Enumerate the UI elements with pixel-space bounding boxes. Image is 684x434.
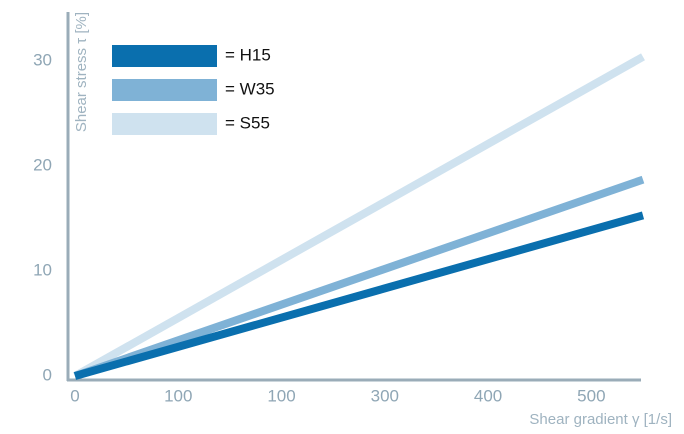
y-tick-label: 20 <box>33 155 52 174</box>
x-tick-label: 100 <box>164 386 192 405</box>
y-axis-label: Shear stress τ [%] <box>73 12 90 132</box>
series-line <box>73 53 645 380</box>
series-line <box>73 175 645 380</box>
legend-swatch <box>112 79 217 101</box>
x-tick-label: 400 <box>474 386 502 405</box>
legend-label: = W35 <box>225 79 275 98</box>
x-tick-label: 500 <box>577 386 605 405</box>
legend-swatch <box>112 113 217 135</box>
x-tick-label: 100 <box>267 386 295 405</box>
x-tick-label: 300 <box>371 386 399 405</box>
legend-label: = H15 <box>225 45 271 64</box>
x-tick-label: 0 <box>70 386 79 405</box>
y-tick-label: 10 <box>33 260 52 279</box>
y-tick-label: 30 <box>33 50 52 69</box>
y-tick-label: 0 <box>43 365 52 384</box>
legend-swatch <box>112 45 217 67</box>
legend-label: = S55 <box>225 113 270 132</box>
x-axis-label: Shear gradient γ [1/s] <box>529 411 672 428</box>
series-line <box>73 211 645 380</box>
